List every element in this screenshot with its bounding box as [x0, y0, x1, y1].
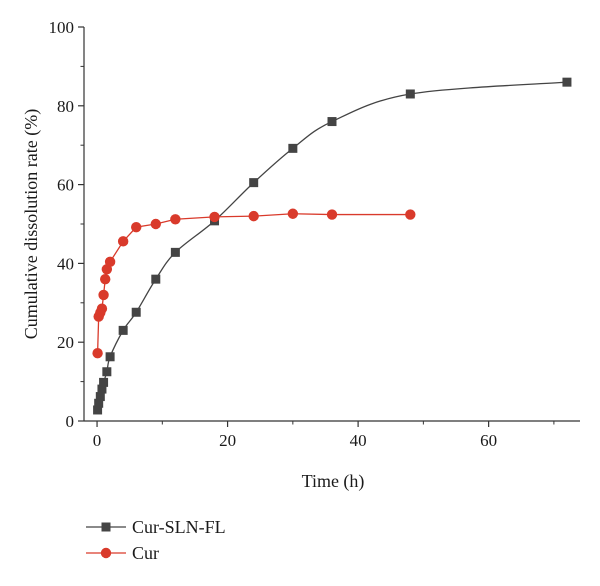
- circle-marker: [100, 273, 111, 285]
- square-marker: [249, 178, 259, 188]
- y-tick-label: 60: [57, 176, 74, 195]
- square-marker: [102, 367, 112, 377]
- x-axis-title: Time (h): [302, 471, 365, 492]
- circle-marker: [117, 236, 129, 247]
- legend-label: Cur: [132, 543, 159, 563]
- legend: Cur-SLN-FL Cur: [86, 517, 226, 563]
- series-cur-sln-fl: [93, 77, 572, 415]
- square-marker: [562, 77, 572, 87]
- circle-marker: [248, 210, 259, 222]
- square-marker: [131, 307, 141, 317]
- circle-marker: [131, 221, 142, 233]
- x-tick-label: 0: [93, 431, 102, 450]
- circle-marker: [96, 303, 108, 314]
- legend-entry: Cur: [86, 543, 159, 563]
- square-marker: [327, 117, 337, 127]
- square-marker: [151, 274, 161, 284]
- circle-marker: [104, 256, 116, 268]
- square-marker: [99, 377, 109, 387]
- x-tick-label: 20: [219, 431, 236, 450]
- square-marker: [405, 89, 415, 99]
- series-line: [96, 81, 567, 411]
- legend-circle-marker: [100, 547, 112, 559]
- legend-entry: Cur-SLN-FL: [86, 517, 226, 537]
- ticks: 0 20 40 60 80 100 0 20 40 60: [49, 18, 555, 450]
- x-tick-label: 40: [350, 431, 367, 450]
- square-marker: [288, 143, 298, 153]
- circle-marker: [92, 348, 103, 359]
- x-tick-label: 60: [480, 431, 497, 450]
- legend-label: Cur-SLN-FL: [132, 517, 226, 537]
- y-tick-label: 40: [57, 254, 74, 273]
- circle-marker: [287, 208, 299, 219]
- legend-square-marker: [101, 522, 111, 532]
- square-marker: [97, 384, 107, 394]
- series-cur: [92, 208, 416, 359]
- square-marker: [93, 405, 103, 415]
- circle-marker: [150, 218, 161, 230]
- circle-marker: [405, 209, 416, 220]
- y-tick-label: 80: [57, 97, 74, 116]
- series-line: [96, 213, 411, 354]
- circle-marker: [209, 211, 220, 223]
- square-marker: [118, 325, 128, 335]
- square-marker: [94, 398, 104, 408]
- y-tick-label: 100: [49, 18, 75, 37]
- circle-marker: [326, 209, 338, 220]
- square-marker: [105, 352, 115, 362]
- square-marker: [95, 392, 105, 402]
- circle-marker: [170, 214, 181, 225]
- square-marker: [170, 247, 180, 257]
- circle-marker: [98, 289, 109, 301]
- y-axis-title: Cumulative dissolution rate (%): [21, 109, 42, 339]
- series: [92, 77, 572, 415]
- y-tick-label: 20: [57, 333, 74, 352]
- y-tick-label: 0: [66, 412, 75, 431]
